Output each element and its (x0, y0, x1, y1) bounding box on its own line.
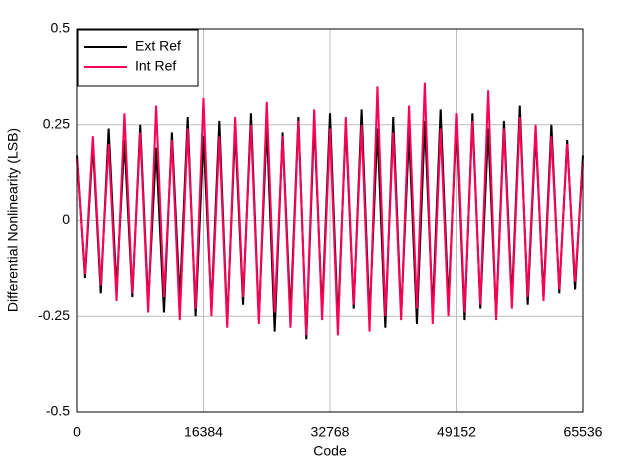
legend-label: Int Ref (135, 58, 176, 74)
x-tick-label: 16384 (184, 424, 223, 440)
x-tick-label: 0 (73, 424, 81, 440)
y-tick-label: -0.5 (46, 403, 70, 419)
x-axis-title: Code (313, 443, 347, 459)
legend-box (77, 29, 199, 87)
data-line (76, 82, 584, 336)
y-tick-label: 0.5 (51, 20, 71, 36)
plot-frame (76, 28, 584, 413)
x-tick-label: 49152 (437, 424, 476, 440)
y-tick-label: -0.25 (38, 307, 70, 323)
legend-label: Ext Ref (135, 38, 181, 54)
x-tick-label: 32768 (311, 424, 350, 440)
y-tick-label: 0 (62, 211, 70, 227)
x-tick-label: 65536 (564, 424, 603, 440)
y-tick-label: 0.25 (43, 115, 70, 131)
y-axis-title: Differential Nonlinearity (LSB) (5, 128, 21, 312)
